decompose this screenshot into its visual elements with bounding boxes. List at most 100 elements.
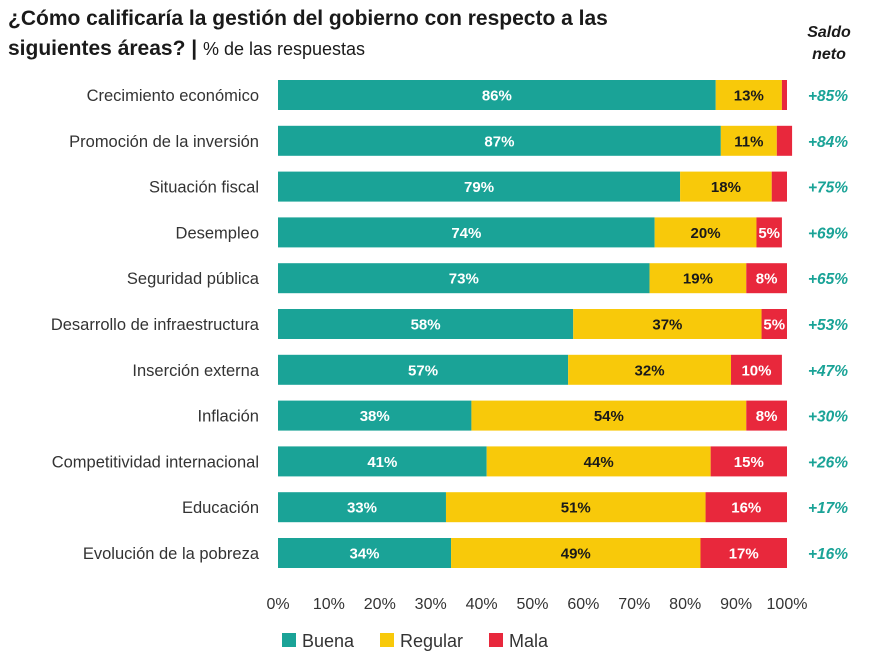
bar-segment-buena	[278, 80, 716, 110]
data-label: 37%	[652, 317, 682, 334]
bar-segment-regular	[654, 217, 757, 248]
bar-segment-mala	[771, 171, 787, 202]
bar-segment-regular	[568, 354, 732, 385]
bar-segment-buena	[278, 171, 681, 202]
bar-segment-mala	[756, 217, 782, 248]
saldo-neto-value: +69%	[808, 225, 848, 242]
data-label: 38%	[360, 408, 390, 425]
bar-segment-mala	[781, 80, 787, 110]
category-label: Situación fiscal	[149, 179, 259, 197]
bar-segment-buena	[278, 125, 721, 156]
data-label: 17%	[729, 546, 759, 563]
data-label: 57%	[408, 362, 438, 379]
bar-segment-buena	[278, 354, 569, 385]
bar-segment-mala	[705, 492, 787, 523]
bar-segment-mala	[746, 400, 787, 431]
bar-segment-regular	[451, 538, 701, 568]
x-tick-label: 0%	[266, 596, 289, 613]
title-line-2-text: siguientes áreas? |	[8, 37, 198, 60]
x-tick-label: 80%	[669, 596, 701, 613]
data-label: 8%	[756, 408, 778, 425]
saldo-header-line-1: Saldo	[807, 24, 851, 41]
bar-segment-regular	[680, 171, 772, 202]
x-tick-label: 90%	[720, 596, 752, 613]
x-tick-label: 40%	[466, 596, 498, 613]
saldo-neto-value: +17%	[808, 500, 848, 517]
data-label: 20%	[691, 225, 721, 242]
category-label: Educación	[182, 499, 259, 517]
saldo-neto-value: +30%	[808, 409, 848, 426]
data-label: 5%	[758, 225, 780, 242]
bar-segment-regular	[471, 400, 747, 431]
chart-subtitle: % de las respuestas	[202, 39, 366, 59]
legend-swatch-buena	[282, 633, 296, 647]
category-label: Promoción de la inversión	[69, 133, 259, 151]
bar-segment-mala	[746, 263, 787, 294]
bar-segment-buena	[278, 446, 487, 477]
legend-swatch-mala	[489, 633, 503, 647]
data-label: 8%	[756, 271, 778, 288]
data-label: 86%	[482, 88, 512, 105]
legend-label: Mala	[509, 631, 549, 651]
saldo-neto-value: +47%	[808, 363, 848, 380]
x-tick-label: 50%	[516, 596, 548, 613]
bar-segment-mala	[700, 538, 787, 568]
bar-segment-mala	[776, 125, 793, 156]
category-label: Crecimiento económico	[87, 87, 259, 105]
data-label: 13%	[734, 88, 764, 105]
x-tick-label: 10%	[313, 596, 345, 613]
data-label: 34%	[350, 546, 380, 563]
data-label: 74%	[451, 225, 481, 242]
saldo-neto-value: +65%	[808, 271, 848, 288]
data-label: 32%	[635, 362, 665, 379]
bar-segment-regular	[573, 309, 762, 339]
data-label: 19%	[683, 271, 713, 288]
data-label: 51%	[561, 500, 591, 517]
x-tick-label: 20%	[364, 596, 396, 613]
category-label: Seguridad pública	[127, 270, 260, 288]
x-tick-label: 60%	[567, 596, 599, 613]
legend-label: Regular	[400, 631, 463, 651]
title-line-1: ¿Cómo calificaría la gestión del gobiern…	[8, 7, 608, 30]
legend-label: Buena	[302, 631, 355, 651]
bar-segment-buena	[278, 538, 452, 568]
bar-segment-regular	[715, 80, 782, 110]
title-line-2: siguientes áreas? | % de las respuestas	[8, 34, 768, 64]
saldo-neto-value: +75%	[808, 180, 848, 197]
data-label: 16%	[731, 500, 761, 517]
bar-segment-buena	[278, 400, 472, 431]
category-label: Inflación	[198, 408, 259, 426]
x-tick-label: 100%	[767, 596, 808, 613]
bar-segment-mala	[761, 309, 787, 339]
saldo-neto-value: +84%	[808, 134, 848, 151]
data-label: 33%	[347, 500, 377, 517]
bar-segment-buena	[278, 263, 650, 294]
bar-segment-regular	[486, 446, 711, 477]
saldo-neto-value: +16%	[808, 546, 848, 563]
data-label: 87%	[484, 133, 514, 150]
data-label: 44%	[584, 454, 614, 471]
bar-segment-mala	[731, 354, 782, 385]
x-tick-label: 30%	[415, 596, 447, 613]
category-label: Desempleo	[176, 224, 259, 242]
bar-segment-buena	[278, 492, 446, 523]
data-label: 15%	[734, 454, 764, 471]
category-label: Evolución de la pobreza	[83, 545, 260, 563]
bar-segment-buena	[278, 309, 574, 339]
data-label: 79%	[464, 179, 494, 196]
saldo-neto-value: +85%	[808, 88, 848, 105]
bar-segment-regular	[445, 492, 706, 523]
data-label: 11%	[734, 133, 763, 150]
chart-title: ¿Cómo calificaría la gestión del gobiern…	[8, 4, 768, 64]
data-label: 49%	[561, 546, 591, 563]
data-label: 73%	[449, 271, 479, 288]
category-label: Inserción externa	[132, 362, 259, 380]
data-label: 10%	[741, 362, 771, 379]
data-label: 58%	[411, 317, 441, 334]
bar-segment-mala	[710, 446, 787, 477]
data-label: 18%	[711, 179, 741, 196]
saldo-neto-value: +53%	[808, 317, 848, 334]
category-label: Desarrollo de infraestructura	[51, 316, 260, 334]
saldo-neto-header: Saldo neto	[790, 22, 868, 66]
